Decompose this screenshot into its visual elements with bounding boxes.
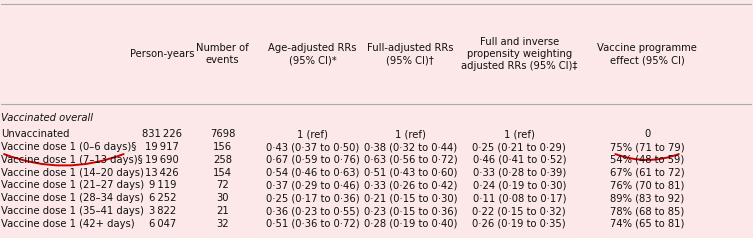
Text: 30: 30 [216,193,229,203]
Text: 9 119: 9 119 [148,180,176,190]
Text: Vaccine dose 1 (42+ days): Vaccine dose 1 (42+ days) [2,219,135,229]
Text: 54% (48 to 59): 54% (48 to 59) [610,155,684,165]
Text: 0·54 (0·46 to 0·63): 0·54 (0·46 to 0·63) [266,168,359,178]
Text: Full-adjusted RRs
(95% CI)†: Full-adjusted RRs (95% CI)† [367,43,453,65]
Text: 0·33 (0·26 to 0·42): 0·33 (0·26 to 0·42) [364,180,457,190]
Text: 1 (ref): 1 (ref) [297,129,328,139]
Text: Unvaccinated: Unvaccinated [2,129,70,139]
Text: 156: 156 [213,142,232,152]
Text: 154: 154 [213,168,232,178]
Text: 0·11 (0·08 to 0·17): 0·11 (0·08 to 0·17) [473,193,566,203]
Text: 19 690: 19 690 [145,155,179,165]
Text: 67% (61 to 72): 67% (61 to 72) [610,168,684,178]
Text: 13 426: 13 426 [145,168,179,178]
Text: 0·63 (0·56 to 0·72): 0·63 (0·56 to 0·72) [364,155,457,165]
Text: 78% (68 to 85): 78% (68 to 85) [610,206,684,216]
Text: 0·26 (0·19 to 0·35): 0·26 (0·19 to 0·35) [472,219,566,229]
Text: 831 226: 831 226 [142,129,182,139]
Text: 6 047: 6 047 [148,219,176,229]
Text: 0·36 (0·23 to 0·55): 0·36 (0·23 to 0·55) [266,206,359,216]
Text: Full and inverse
propensity weighting
adjusted RRs (95% CI)‡: Full and inverse propensity weighting ad… [461,36,578,71]
Text: 3 822: 3 822 [148,206,176,216]
Text: 1 (ref): 1 (ref) [504,129,535,139]
Text: 6 252: 6 252 [148,193,176,203]
Text: 72: 72 [216,180,229,190]
Text: Vaccine dose 1 (35–41 days): Vaccine dose 1 (35–41 days) [2,206,145,216]
Text: 0·22 (0·15 to 0·32): 0·22 (0·15 to 0·32) [472,206,566,216]
Text: Person-years: Person-years [130,49,194,59]
Text: 0: 0 [644,129,650,139]
Text: 0·25 (0·21 to 0·29): 0·25 (0·21 to 0·29) [472,142,566,152]
Text: 258: 258 [213,155,232,165]
Text: 0·51 (0·43 to 0·60): 0·51 (0·43 to 0·60) [364,168,457,178]
Text: 0·23 (0·15 to 0·36): 0·23 (0·15 to 0·36) [364,206,457,216]
Text: 76% (70 to 81): 76% (70 to 81) [610,180,684,190]
Text: 0·46 (0·41 to 0·52): 0·46 (0·41 to 0·52) [473,155,566,165]
Text: Vaccine dose 1 (0–6 days)§: Vaccine dose 1 (0–6 days)§ [2,142,137,152]
Text: 19 917: 19 917 [145,142,179,152]
Text: 21: 21 [216,206,229,216]
Text: 0·21 (0·15 to 0·30): 0·21 (0·15 to 0·30) [364,193,457,203]
Text: 0·38 (0·32 to 0·44): 0·38 (0·32 to 0·44) [364,142,457,152]
Text: 89% (83 to 92): 89% (83 to 92) [610,193,684,203]
Text: Vaccine dose 1 (14–20 days): Vaccine dose 1 (14–20 days) [2,168,145,178]
Text: 0·51 (0·36 to 0·72): 0·51 (0·36 to 0·72) [266,219,359,229]
Text: 0·37 (0·29 to 0·46): 0·37 (0·29 to 0·46) [266,180,359,190]
Text: 75% (71 to 79): 75% (71 to 79) [610,142,684,152]
Text: Vaccine dose 1 (7–13 days)§: Vaccine dose 1 (7–13 days)§ [2,155,143,165]
Text: 0·67 (0·59 to 0·76): 0·67 (0·59 to 0·76) [266,155,359,165]
Text: 1 (ref): 1 (ref) [395,129,425,139]
Text: Vaccine dose 1 (28–34 days): Vaccine dose 1 (28–34 days) [2,193,144,203]
Text: 74% (65 to 81): 74% (65 to 81) [610,219,684,229]
Text: Vaccinated overall: Vaccinated overall [2,113,93,123]
Text: 7698: 7698 [210,129,235,139]
Text: 0·25 (0·17 to 0·36): 0·25 (0·17 to 0·36) [266,193,359,203]
Text: Vaccine dose 1 (21–27 days): Vaccine dose 1 (21–27 days) [2,180,145,190]
Text: 0·43 (0·37 to 0·50): 0·43 (0·37 to 0·50) [266,142,359,152]
Text: Vaccine programme
effect (95% CI): Vaccine programme effect (95% CI) [597,43,697,65]
Text: 32: 32 [216,219,229,229]
Text: Number of
events: Number of events [196,43,248,65]
Text: 0·24 (0·19 to 0·30): 0·24 (0·19 to 0·30) [473,180,566,190]
Text: 0·33 (0·28 to 0·39): 0·33 (0·28 to 0·39) [473,168,566,178]
Text: 0·28 (0·19 to 0·40): 0·28 (0·19 to 0·40) [364,219,457,229]
Text: Age-adjusted RRs
(95% CI)*: Age-adjusted RRs (95% CI)* [268,43,357,65]
